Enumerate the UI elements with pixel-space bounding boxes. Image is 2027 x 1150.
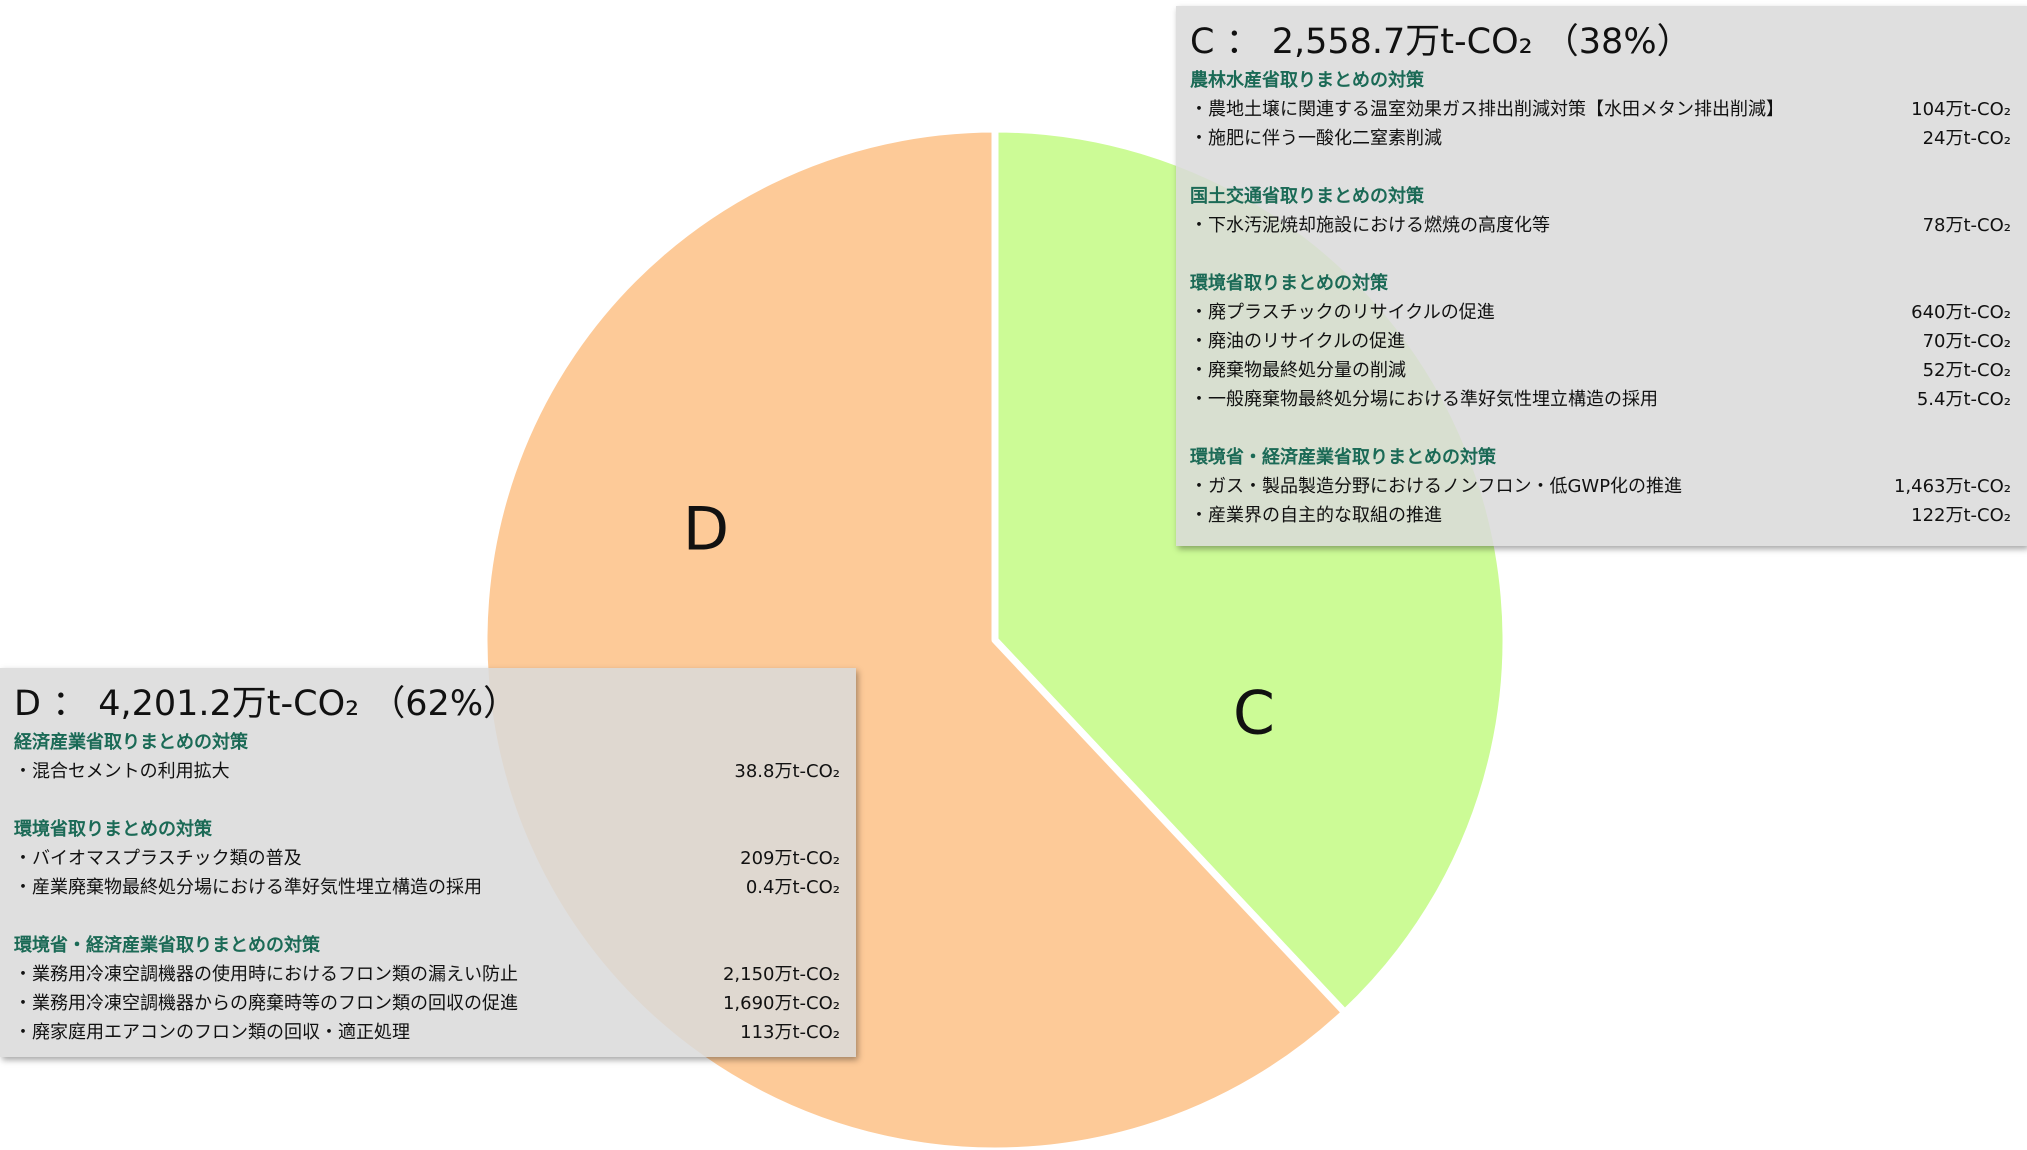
measure-row: ・下水汚泥焼却施設における燃焼の高度化等 78万t-CO₂ bbox=[1190, 211, 2011, 240]
measure-label: ・混合セメントの利用拡大 bbox=[14, 761, 230, 782]
measure-label: ・業務用冷凍空調機器からの廃棄時等のフロン類の回収の促進 bbox=[14, 993, 518, 1014]
measure-row: ・廃プラスチックのリサイクルの促進 640万t-CO₂ bbox=[1190, 298, 2011, 327]
measure-label: ・廃棄物最終処分量の削減 bbox=[1190, 360, 1406, 381]
measure-row: ・業務用冷凍空調機器の使用時におけるフロン類の漏えい防止 2,150万t-CO₂ bbox=[14, 960, 840, 989]
group-heading: 農林水産省取りまとめの対策 bbox=[1190, 70, 1424, 91]
measure-label: ・下水汚泥焼却施設における燃焼の高度化等 bbox=[1190, 215, 1550, 236]
measure-amount: 78万t-CO₂ bbox=[1922, 215, 2011, 236]
slice-label: C bbox=[1233, 679, 1275, 749]
measure-label: ・産業界の自主的な取組の推進 bbox=[1190, 505, 1442, 526]
measure-group: 経済産業省取りまとめの対策 ・混合セメントの利用拡大 38.8万t-CO₂ bbox=[14, 728, 840, 786]
measure-amount: 0.4万t-CO₂ bbox=[745, 877, 840, 898]
measure-amount: 52万t-CO₂ bbox=[1922, 360, 2011, 381]
slice-label: D bbox=[683, 495, 729, 565]
group-heading: 経済産業省取りまとめの対策 bbox=[14, 732, 248, 753]
group-heading: 国土交通省取りまとめの対策 bbox=[1190, 186, 1424, 207]
group-heading: 環境省取りまとめの対策 bbox=[1190, 273, 1388, 294]
measure-amount: 209万t-CO₂ bbox=[740, 848, 840, 869]
measure-label: ・農地土壌に関連する温室効果ガス排出削減対策【水田メタン排出削減】 bbox=[1190, 99, 1784, 120]
measure-row: ・一般廃棄物最終処分場における準好気性埋立構造の採用 5.4万t-CO₂ bbox=[1190, 385, 2011, 414]
measure-row: ・産業廃棄物最終処分場における準好気性埋立構造の採用 0.4万t-CO₂ bbox=[14, 873, 840, 902]
measure-amount: 70万t-CO₂ bbox=[1922, 331, 2011, 352]
measure-label: ・産業廃棄物最終処分場における準好気性埋立構造の採用 bbox=[14, 877, 482, 898]
group-heading: 環境省・経済産業省取りまとめの対策 bbox=[1190, 447, 1496, 468]
measure-group: 農林水産省取りまとめの対策・農地土壌に関連する温室効果ガス排出削減対策【水田メタ… bbox=[1190, 66, 2011, 153]
measure-amount: 2,150万t-CO₂ bbox=[722, 964, 840, 985]
panel-title: D ： 4,201.2万t-CO₂ （62%） bbox=[14, 684, 519, 724]
measure-amount: 104万t-CO₂ bbox=[1911, 99, 2011, 120]
measure-row: ・混合セメントの利用拡大 38.8万t-CO₂ bbox=[14, 757, 840, 786]
measure-amount: 122万t-CO₂ bbox=[1911, 505, 2011, 526]
group-heading: 環境省取りまとめの対策 bbox=[14, 819, 212, 840]
measure-label: ・業務用冷凍空調機器の使用時におけるフロン類の漏えい防止 bbox=[14, 964, 518, 985]
measure-row: ・廃油のリサイクルの促進 70万t-CO₂ bbox=[1190, 327, 2011, 356]
measure-amount: 113万t-CO₂ bbox=[740, 1022, 840, 1043]
measure-label: ・一般廃棄物最終処分場における準好気性埋立構造の採用 bbox=[1190, 389, 1658, 410]
measure-group: 環境省・経済産業省取りまとめの対策・ガス・製品製造分野におけるノンフロン・低GW… bbox=[1190, 443, 2011, 530]
measure-group: 環境省・経済産業省取りまとめの対策・業務用冷凍空調機器の使用時におけるフロン類の… bbox=[14, 931, 840, 1047]
measure-row: ・業務用冷凍空調機器からの廃棄時等のフロン類の回収の促進 1,690万t-CO₂ bbox=[14, 989, 840, 1018]
measure-row: ・廃家庭用エアコンのフロン類の回収・適正処理 113万t-CO₂ bbox=[14, 1018, 840, 1047]
group-heading: 環境省・経済産業省取りまとめの対策 bbox=[14, 935, 320, 956]
measure-row: ・農地土壌に関連する温室効果ガス排出削減対策【水田メタン排出削減】 104万t-C… bbox=[1190, 95, 2011, 124]
measure-label: ・施肥に伴う一酸化二窒素削減 bbox=[1190, 128, 1442, 149]
measure-label: ・ガス・製品製造分野におけるノンフロン・低GWP化の推進 bbox=[1190, 476, 1683, 497]
measure-row: ・廃棄物最終処分量の削減 52万t-CO₂ bbox=[1190, 356, 2011, 385]
panel-title: C ： 2,558.7万t-CO₂ （38%） bbox=[1190, 22, 1692, 62]
measure-amount: 38.8万t-CO₂ bbox=[734, 761, 840, 782]
measure-amount: 1,463万t-CO₂ bbox=[1893, 476, 2011, 497]
measure-group: 環境省取りまとめの対策・廃プラスチックのリサイクルの促進 640万t-CO₂ ・廃油… bbox=[1190, 269, 2011, 414]
measure-amount: 1,690万t-CO₂ bbox=[722, 993, 840, 1014]
measure-label: ・廃油のリサイクルの促進 bbox=[1190, 331, 1406, 352]
measure-amount: 24万t-CO₂ bbox=[1922, 128, 2011, 149]
measure-label: ・廃プラスチックのリサイクルの促進 bbox=[1190, 302, 1495, 323]
measure-group: 環境省取りまとめの対策・バイオマスプラスチック類の普及 209万t-CO₂ ・産業廃… bbox=[14, 815, 840, 902]
measure-row: ・産業界の自主的な取組の推進 122万t-CO₂ bbox=[1190, 501, 2011, 530]
info-panel: D ： 4,201.2万t-CO₂ （62%） 経済産業省取りまとめの対策 ・混合セ… bbox=[0, 668, 856, 1057]
info-panel: C ： 2,558.7万t-CO₂ （38%） 農林水産省取りまとめの対策 ・農地土… bbox=[1176, 6, 2027, 546]
measure-row: ・ガス・製品製造分野におけるノンフロン・低GWP化の推進 1,463万t-CO₂ bbox=[1190, 472, 2011, 501]
measure-row: ・バイオマスプラスチック類の普及 209万t-CO₂ bbox=[14, 844, 840, 873]
measure-row: ・施肥に伴う一酸化二窒素削減 24万t-CO₂ bbox=[1190, 124, 2011, 153]
measure-amount: 5.4万t-CO₂ bbox=[1916, 389, 2011, 410]
measure-amount: 640万t-CO₂ bbox=[1911, 302, 2011, 323]
measure-group: 国土交通省取りまとめの対策・下水汚泥焼却施設における燃焼の高度化等 78万t-CO… bbox=[1190, 182, 2011, 240]
measure-label: ・廃家庭用エアコンのフロン類の回収・適正処理 bbox=[14, 1022, 410, 1043]
measure-label: ・バイオマスプラスチック類の普及 bbox=[14, 848, 302, 869]
